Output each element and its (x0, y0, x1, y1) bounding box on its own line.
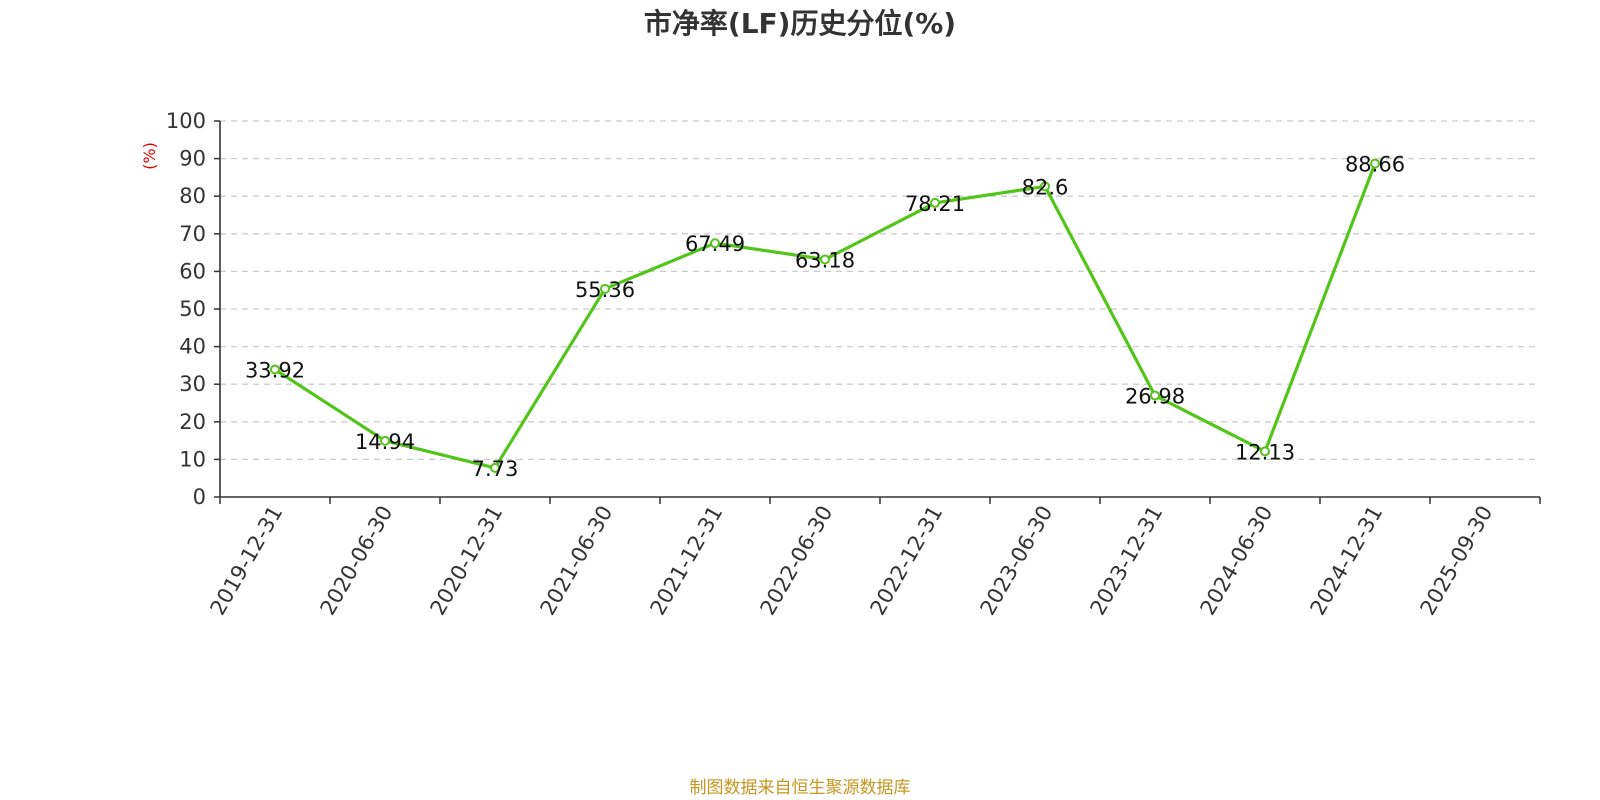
y-tick-label: 100 (166, 109, 206, 133)
data-label: 82.6 (1022, 175, 1069, 199)
y-tick-label: 10 (179, 447, 206, 471)
data-point[interactable] (600, 283, 610, 294)
data-point[interactable] (930, 197, 940, 208)
x-tick-label: 2023-12-31 (1086, 502, 1168, 620)
data-point[interactable] (1260, 446, 1270, 457)
data-label: 78.21 (905, 192, 965, 216)
y-tick-label: 30 (179, 372, 206, 396)
x-tick-label: 2020-06-30 (316, 502, 398, 620)
y-tick-label: 90 (179, 147, 206, 171)
data-label: 55.36 (575, 278, 635, 302)
data-labels: 33.92 14.94 7.73 55.36 67.49 63.18 78.21 82.6 26… (245, 153, 1405, 481)
y-tick-label: 80 (179, 184, 206, 208)
data-point[interactable] (270, 364, 280, 375)
data-label: 63.18 (795, 248, 855, 272)
data-point[interactable] (1040, 181, 1050, 192)
data-label: 33.92 (245, 358, 305, 382)
data-label: 12.13 (1235, 440, 1295, 464)
series-layer (270, 158, 1380, 473)
gridlines (220, 120, 1540, 461)
x-tick-label: 2024-06-30 (1196, 502, 1278, 620)
chart-title: 市净率(LF)历史分位(%) (643, 7, 957, 40)
data-label: 88.66 (1345, 153, 1405, 177)
source-note: 制图数据来自恒生聚源数据库 (689, 778, 911, 798)
x-tick-label: 2023-06-30 (976, 502, 1058, 620)
data-label: 14.94 (355, 430, 415, 454)
x-tick-label: 2024-12-31 (1306, 502, 1388, 620)
data-point[interactable] (710, 238, 720, 249)
y-tick-label: 60 (179, 259, 206, 283)
data-label: 26.98 (1125, 385, 1185, 409)
axes (214, 120, 1541, 504)
x-tick-label: 2022-06-30 (756, 502, 838, 620)
y-tick-label: 40 (179, 335, 206, 359)
x-tick-label: 2021-06-30 (536, 502, 618, 620)
y-tick-label: 20 (179, 410, 206, 434)
x-tick-label: 2025-09-30 (1416, 502, 1498, 620)
x-tick-labels: 2019-12-31 2020-06-30 2020-12-31 2021-06-30… (206, 502, 1498, 620)
x-tick-label: 2022-12-31 (866, 502, 948, 620)
y-tick-label: 0 (193, 485, 206, 509)
y-tick-label: 70 (179, 222, 206, 246)
data-point[interactable] (490, 462, 500, 473)
y-tick-labels: 0 10 20 30 40 50 60 70 80 90 100 (166, 109, 206, 509)
y-axis-label: (%) (140, 142, 159, 170)
data-label: 7.73 (472, 457, 519, 481)
data-point[interactable] (380, 435, 390, 446)
x-tick-label: 2021-12-31 (646, 502, 728, 620)
data-point[interactable] (1150, 390, 1160, 401)
data-point[interactable] (820, 254, 830, 265)
data-point[interactable] (1370, 158, 1380, 169)
x-tick-label: 2019-12-31 (206, 502, 288, 620)
x-tick-label: 2020-12-31 (426, 502, 508, 620)
y-tick-label: 50 (179, 297, 206, 321)
data-label: 67.49 (685, 232, 745, 256)
